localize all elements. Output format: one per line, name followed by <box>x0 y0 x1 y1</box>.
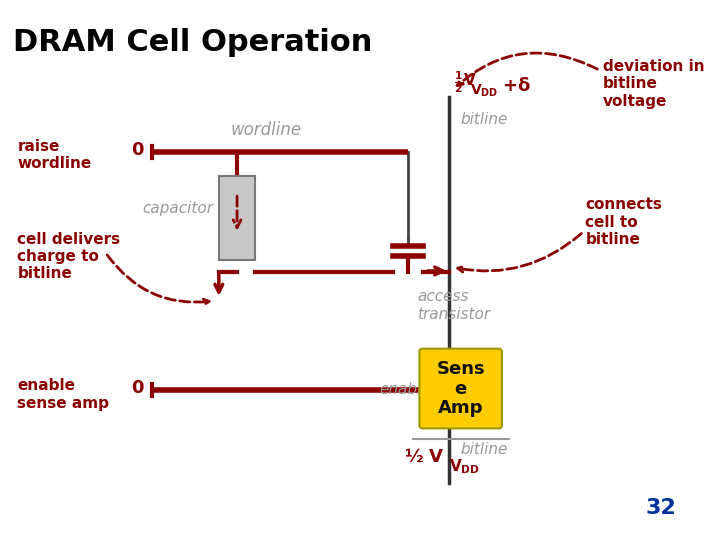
Text: ½ $\mathbf{V}$: ½ $\mathbf{V}$ <box>404 448 444 466</box>
Text: capacitor: capacitor <box>142 201 213 216</box>
FancyBboxPatch shape <box>420 349 502 428</box>
Text: $\mathbf{V_{DD}}$: $\mathbf{V_{DD}}$ <box>470 83 499 99</box>
Text: enable
sense amp: enable sense amp <box>17 379 109 411</box>
Text: cell delivers
charge to
bitline: cell delivers charge to bitline <box>17 232 120 281</box>
Text: 0: 0 <box>132 379 144 397</box>
Text: wordline: wordline <box>230 120 302 139</box>
Text: bitline: bitline <box>461 112 508 127</box>
Text: raise
wordline: raise wordline <box>17 139 91 171</box>
Text: connects
cell to
bitline: connects cell to bitline <box>585 197 662 247</box>
Text: $\mathbf{+ \delta}$: $\mathbf{+ \delta}$ <box>502 77 531 96</box>
Text: Sens
e
Amp: Sens e Amp <box>436 360 485 417</box>
Text: 0: 0 <box>132 141 144 159</box>
FancyBboxPatch shape <box>219 176 256 260</box>
Text: 32: 32 <box>646 498 677 518</box>
Text: bitline: bitline <box>461 442 508 457</box>
Text: $\mathbf{\frac{1}{2}V}$: $\mathbf{\frac{1}{2}V}$ <box>454 70 477 96</box>
Text: DRAM Cell Operation: DRAM Cell Operation <box>14 28 373 57</box>
Text: access
transistor: access transistor <box>418 289 490 322</box>
Text: deviation in
bitline
voltage: deviation in bitline voltage <box>603 59 704 109</box>
Text: enable: enable <box>379 382 431 397</box>
Text: $\mathbf{V_{DD}}$: $\mathbf{V_{DD}}$ <box>449 457 480 476</box>
